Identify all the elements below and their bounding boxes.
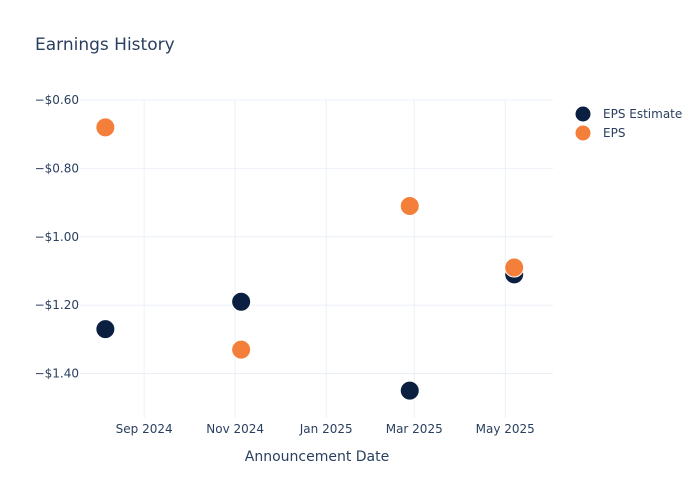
data-point[interactable] (231, 291, 252, 312)
series-eps-estimate (95, 264, 525, 401)
legend-label: EPS (603, 126, 625, 140)
legend-item[interactable]: EPS (575, 125, 626, 141)
x-tick-label: May 2025 (476, 422, 535, 436)
legend-label: EPS Estimate (603, 107, 682, 121)
y-tick-label: −$1.00 (35, 230, 79, 244)
legend-item[interactable]: EPS Estimate (575, 106, 683, 122)
data-point[interactable] (399, 380, 420, 401)
legend-marker (575, 125, 591, 141)
x-tick-label: Jan 2025 (299, 422, 353, 436)
y-tick-label: −$0.60 (35, 93, 79, 107)
series-eps (95, 117, 525, 360)
data-point[interactable] (95, 319, 116, 340)
y-tick-label: −$0.80 (35, 161, 79, 175)
legend[interactable]: EPS Estimate EPS (575, 106, 683, 141)
data-points (95, 117, 525, 401)
x-tick-label: Mar 2025 (386, 422, 443, 436)
y-tick-label: −$1.40 (35, 367, 79, 381)
x-tick-labels: Sep 2024 Nov 2024 Jan 2025 Mar 2025 May 2025 (116, 422, 535, 436)
x-axis-title: Announcement Date (245, 449, 389, 465)
data-point[interactable] (504, 257, 525, 278)
x-tick-label: Sep 2024 (116, 422, 173, 436)
y-tick-labels: −$0.60 −$0.80 −$1.00 −$1.20 −$1.40 (35, 93, 79, 381)
data-point[interactable] (231, 339, 252, 360)
data-point[interactable] (399, 196, 420, 216)
y-tick-label: −$1.20 (35, 298, 79, 312)
x-tick-label: Nov 2024 (206, 422, 264, 436)
grid-layer (80, 99, 553, 418)
chart-title: Earnings History (35, 35, 175, 55)
legend-marker (575, 106, 591, 122)
data-point[interactable] (95, 117, 116, 138)
